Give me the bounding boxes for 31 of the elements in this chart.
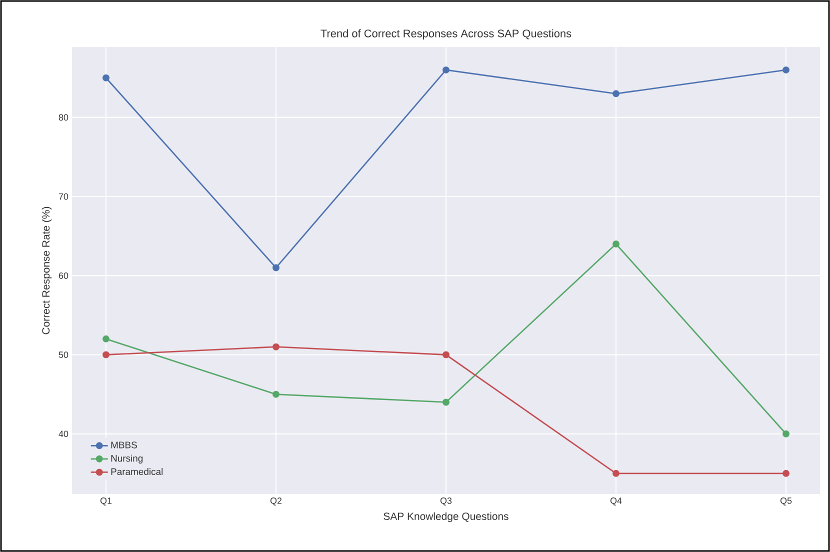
y-tick-label: 70 [58, 193, 68, 200]
point [612, 90, 620, 98]
legend-label: MBBS [111, 442, 137, 448]
point [442, 351, 450, 358]
chart-title: Trend of Correct Responses Across SAP Questions [320, 29, 572, 40]
point [612, 470, 620, 477]
point [442, 66, 450, 74]
y-tick-label: 50 [58, 352, 68, 358]
legend-label: Nursing [111, 454, 143, 464]
x-axis-title: SAP Knowledge Questions [384, 512, 508, 522]
x-tick-label: Q3 [440, 498, 452, 506]
point [782, 430, 790, 438]
x-tick-label: Q1 [100, 498, 112, 506]
x-tick-label: Q4 [610, 498, 622, 506]
y-tick-label: 80 [58, 114, 68, 121]
point [272, 390, 280, 398]
point [612, 240, 620, 248]
y-tick-label: 40 [58, 430, 68, 438]
point [272, 264, 280, 272]
point [782, 66, 790, 74]
point [442, 398, 450, 406]
legend-label: Paramedical [111, 468, 163, 476]
point [782, 470, 790, 477]
point [102, 335, 110, 342]
point [102, 351, 110, 358]
point [102, 74, 110, 82]
y-axis-title: Correct Response Rate (%) [42, 206, 52, 334]
x-tick-label: Q2 [270, 498, 282, 506]
point [272, 343, 280, 350]
x-tick-label: Q5 [780, 498, 792, 506]
y-tick-label: 60 [58, 272, 68, 279]
